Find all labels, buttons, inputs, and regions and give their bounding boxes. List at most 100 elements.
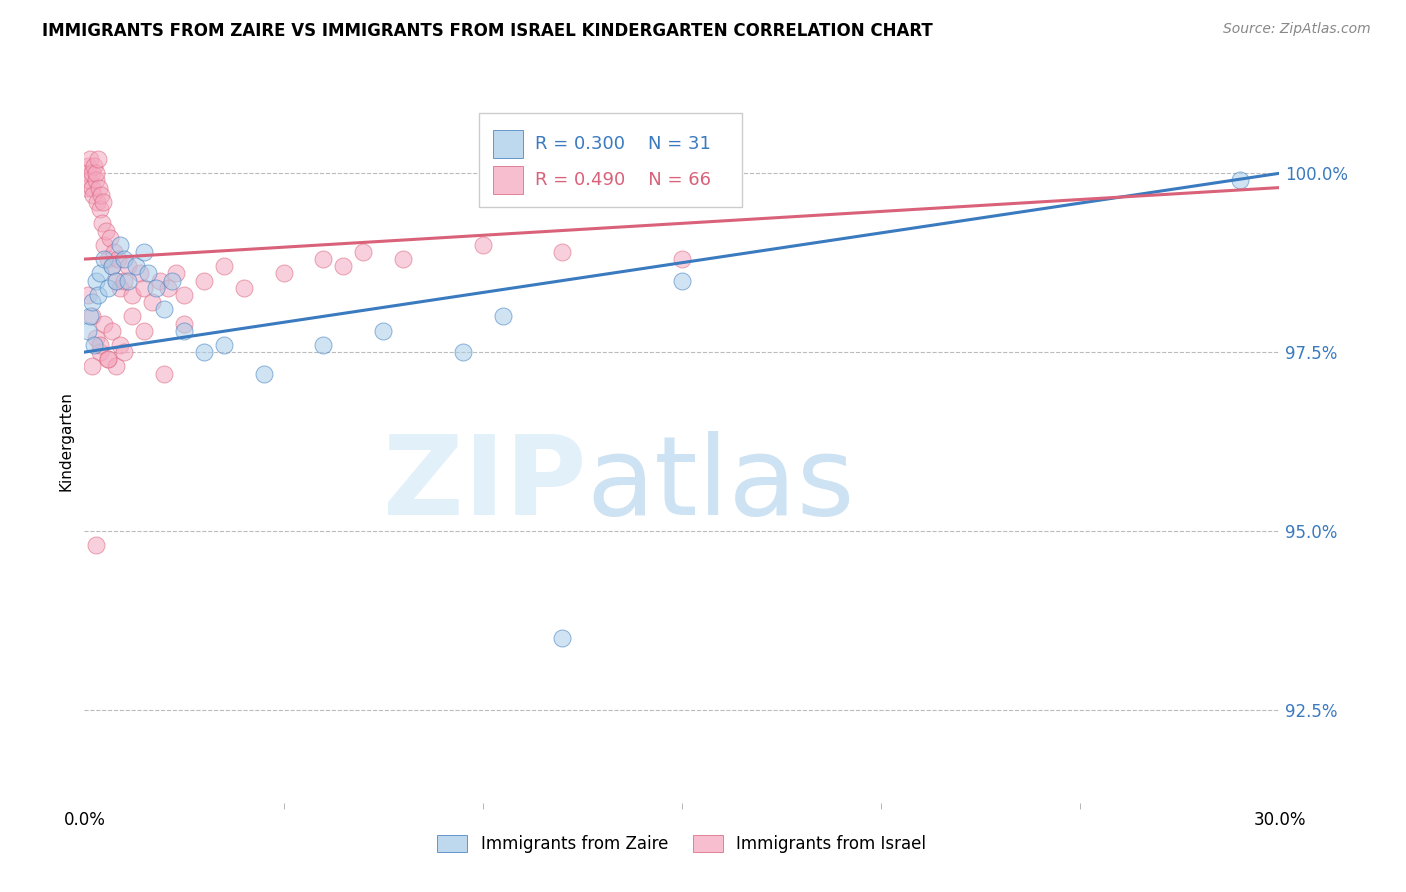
Point <box>89 345 111 359</box>
Point <box>112 345 135 359</box>
Point <box>110 237 132 252</box>
Point <box>76 166 98 180</box>
Point <box>1229 173 1251 187</box>
Point <box>89 180 111 194</box>
Point <box>82 187 104 202</box>
Text: R = 0.490    N = 66: R = 0.490 N = 66 <box>534 171 711 189</box>
Point <box>121 310 143 324</box>
Point <box>93 237 115 252</box>
Point <box>117 274 139 288</box>
Point <box>141 295 163 310</box>
Point <box>312 252 335 266</box>
Point <box>153 367 176 381</box>
Point <box>551 632 574 646</box>
Point <box>373 324 395 338</box>
Point <box>86 538 108 552</box>
Point <box>117 260 139 274</box>
Point <box>173 288 195 302</box>
Point <box>105 359 128 374</box>
Point <box>77 173 100 187</box>
Point <box>97 281 120 295</box>
Point <box>121 288 143 302</box>
Point <box>157 281 180 295</box>
Point <box>136 267 159 281</box>
Text: atlas: atlas <box>586 432 855 539</box>
Point <box>82 359 104 374</box>
Point <box>110 338 132 352</box>
Point <box>671 274 693 288</box>
Point <box>492 310 515 324</box>
Point <box>87 288 110 302</box>
Point <box>107 252 129 266</box>
Point <box>98 230 121 244</box>
Point <box>79 310 101 324</box>
Point <box>105 274 128 288</box>
Point <box>212 338 235 352</box>
Legend: Immigrants from Zaire, Immigrants from Israel: Immigrants from Zaire, Immigrants from I… <box>430 828 934 860</box>
Point <box>82 310 104 324</box>
Point <box>332 260 354 274</box>
Point <box>86 166 108 180</box>
Point <box>103 244 125 259</box>
Point <box>86 194 108 209</box>
Point <box>392 252 415 266</box>
Point <box>551 244 574 259</box>
Point <box>97 252 120 266</box>
Point <box>86 274 108 288</box>
Point <box>87 152 110 166</box>
Point <box>149 274 172 288</box>
Point <box>77 324 100 338</box>
Point <box>90 187 112 202</box>
Point <box>93 252 115 266</box>
Point <box>89 202 111 216</box>
Point <box>253 367 276 381</box>
Point <box>82 295 104 310</box>
Point <box>173 317 195 331</box>
Point <box>91 216 114 230</box>
Point <box>471 237 494 252</box>
Point <box>97 352 120 367</box>
FancyBboxPatch shape <box>494 166 523 194</box>
Point <box>173 324 195 338</box>
Point <box>145 281 167 295</box>
Point <box>89 267 111 281</box>
Point <box>82 166 104 180</box>
Text: Source: ZipAtlas.com: Source: ZipAtlas.com <box>1223 22 1371 37</box>
Text: IMMIGRANTS FROM ZAIRE VS IMMIGRANTS FROM ISRAEL KINDERGARTEN CORRELATION CHART: IMMIGRANTS FROM ZAIRE VS IMMIGRANTS FROM… <box>42 22 934 40</box>
Point <box>93 317 115 331</box>
Point <box>86 331 108 345</box>
Point <box>132 244 156 259</box>
Point <box>89 338 111 352</box>
Point <box>110 281 132 295</box>
Point <box>101 324 124 338</box>
Point <box>97 352 120 367</box>
Point <box>132 281 156 295</box>
Point <box>232 281 254 295</box>
Point <box>132 324 156 338</box>
Point <box>101 260 124 274</box>
Point <box>165 267 187 281</box>
FancyBboxPatch shape <box>479 112 742 207</box>
Point <box>93 194 115 209</box>
Point <box>77 159 100 173</box>
Point <box>153 302 176 317</box>
Point <box>312 338 335 352</box>
Y-axis label: Kindergarten: Kindergarten <box>58 392 73 491</box>
Point <box>193 345 215 359</box>
Text: R = 0.300    N = 31: R = 0.300 N = 31 <box>534 135 711 153</box>
Point <box>193 274 215 288</box>
Point <box>77 288 100 302</box>
Point <box>105 274 128 288</box>
Point <box>84 173 107 187</box>
Point <box>451 345 474 359</box>
Point <box>83 159 105 173</box>
Point <box>101 260 124 274</box>
Point <box>129 267 152 281</box>
Point <box>75 180 97 194</box>
Point <box>83 338 105 352</box>
Point <box>671 252 693 266</box>
Point <box>79 152 101 166</box>
Point <box>112 274 135 288</box>
Point <box>112 252 135 266</box>
Point <box>352 244 374 259</box>
